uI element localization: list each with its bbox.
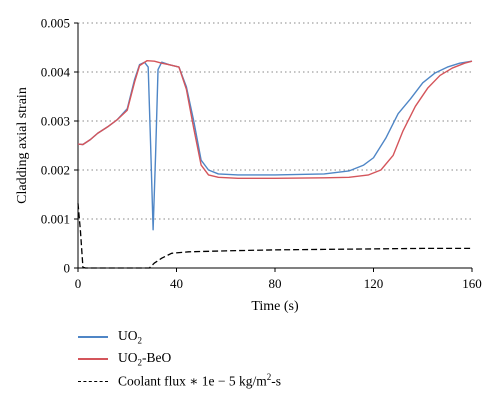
legend-swatch-coolant-flux — [78, 380, 108, 382]
tick-labels: 0 0.001 0.002 0.003 0.004 0.005 0 40 80 120 160 — [41, 16, 482, 292]
legend-swatch-uo2-beo — [78, 358, 108, 360]
axes — [74, 22, 473, 272]
y-axis-title: Cladding axial strain — [15, 87, 30, 204]
legend: UO2 UO2-BeO Coolant flux ∗ 1e − 5 kg/m2-… — [78, 326, 281, 392]
legend-item-uo2: UO2 — [78, 326, 281, 348]
y-tick-label: 0.004 — [41, 65, 71, 80]
series-line-uo2 — [77, 60, 473, 231]
y-tick-label: 0.002 — [41, 163, 70, 178]
x-tick-label: 0 — [75, 276, 82, 291]
x-axis-title: Time (s) — [251, 299, 299, 314]
legend-swatch-uo2 — [78, 336, 108, 338]
series-line-coolant-flux — [77, 203, 472, 269]
legend-label-uo2: UO2 — [118, 328, 142, 346]
x-tick-label: 40 — [170, 276, 183, 291]
series-lines — [77, 60, 473, 269]
y-tick-label: 0.001 — [41, 212, 70, 227]
y-tick-label: 0.003 — [41, 114, 70, 129]
series-line-uo2-beo — [77, 60, 473, 180]
x-tick-label: 160 — [462, 276, 482, 291]
x-tick-label: 120 — [364, 276, 384, 291]
x-tick-label: 80 — [269, 276, 282, 291]
y-tick-label: 0.005 — [41, 16, 70, 31]
y-tick-label: 0 — [64, 261, 71, 276]
legend-item-uo2-beo: UO2-BeO — [78, 348, 281, 370]
legend-item-coolant-flux: Coolant flux ∗ 1e − 5 kg/m2-s — [78, 370, 281, 392]
grid-lines — [78, 22, 472, 220]
chart: 0 0.001 0.002 0.003 0.004 0.005 0 40 80 120 160 Ti… — [15, 16, 482, 315]
legend-label-uo2-beo: UO2-BeO — [118, 350, 172, 368]
legend-label-coolant-flux: Coolant flux ∗ 1e − 5 kg/m2-s — [118, 372, 282, 389]
